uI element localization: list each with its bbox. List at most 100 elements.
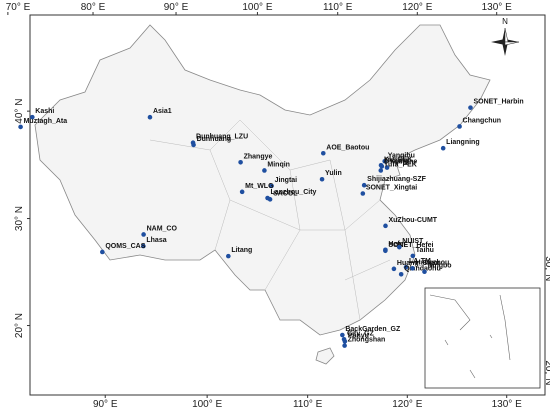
lon-tick-label: 90° E (164, 2, 189, 13)
station-label: NAM_CO (147, 225, 178, 232)
station-label: Yulin (325, 170, 342, 177)
station (391, 266, 397, 272)
station (262, 168, 267, 173)
inset-frame (424, 287, 541, 389)
station-label: Lanzhou_City (271, 189, 317, 196)
station-label: Huang_Shan (397, 260, 440, 267)
station-label: Hefei (388, 241, 405, 248)
station-label: Zhongshan (348, 337, 386, 344)
station-label: Kashi (35, 108, 54, 115)
station-label: Litang (231, 247, 252, 254)
lon-tick-label: 110° E (323, 2, 353, 13)
compass-label: N (502, 17, 508, 26)
station-label: Changchun (463, 117, 502, 124)
station (340, 332, 345, 338)
station (269, 183, 274, 189)
station-label: Xianghe (390, 159, 417, 166)
lon-tick-label: 70° E (6, 2, 31, 13)
station (384, 165, 390, 170)
lat-tick-label: 20° N (543, 360, 550, 385)
station (147, 114, 153, 120)
station-label: Mt_WLG (245, 183, 274, 190)
station-label: Panyu (348, 332, 369, 339)
station (319, 176, 325, 182)
station (457, 124, 462, 129)
station-label: City_GZ (347, 330, 375, 337)
inset-islands (429, 294, 511, 379)
station (468, 105, 473, 110)
station (100, 249, 105, 255)
station-label: NUIST (402, 238, 424, 245)
station-label: LA-TM (409, 258, 431, 265)
lon-tick-label: 130° E (482, 2, 512, 13)
station-label: AOE_Baotou (326, 144, 369, 151)
compass (491, 27, 520, 56)
lon-tick-label: 120° E (402, 2, 432, 13)
station (361, 182, 367, 188)
lat-tick-label: 30° N (543, 256, 550, 281)
station (422, 269, 427, 275)
station (403, 264, 409, 270)
lon-tick-label: 80° E (81, 2, 106, 13)
lon-tick-label: 110° E (293, 399, 323, 410)
lon-tick-label: 100° E (242, 2, 272, 13)
station-label: Ningbo (427, 263, 451, 270)
station-label: Dunhuang (197, 136, 232, 143)
station (141, 232, 146, 237)
station (398, 271, 404, 277)
station-label: Dunhuang_LZU (196, 134, 248, 141)
station-label: Minqin (267, 161, 290, 168)
station (379, 164, 385, 169)
station (410, 253, 416, 259)
lat-tick-label: 20° N (14, 313, 25, 338)
station-label: SONET_Xingtai (366, 184, 417, 191)
station-label: Jingtai (275, 177, 298, 184)
station (239, 189, 245, 195)
station (30, 114, 35, 120)
station (382, 158, 387, 164)
station-label: SACOL (273, 190, 298, 197)
island (315, 347, 335, 365)
station-label: Shijiazhuang-SZF (367, 176, 426, 183)
station-label: Qiandaohu (404, 265, 441, 272)
station-label: Liangning (446, 139, 479, 146)
lat-tick-label: 40° N (14, 99, 25, 124)
station (440, 145, 446, 151)
station-label: Asia1 (153, 108, 172, 115)
station (141, 243, 146, 249)
station-label: Muztagh_Ata (24, 118, 68, 125)
station (320, 150, 326, 156)
station (410, 266, 415, 271)
station (378, 168, 384, 173)
station-label: Yanqihu (388, 152, 415, 159)
station-label: SONET_Hefei (388, 242, 433, 249)
station (360, 191, 366, 196)
lon-tick-label: 130° E (492, 399, 522, 410)
station-label: BackGarden_GZ (345, 326, 401, 333)
station-label: Beijing (385, 157, 408, 164)
lat-tick-label: 30° N (14, 206, 25, 231)
station-label: KU_PEK (384, 156, 412, 163)
station-label: Zhangye (244, 153, 273, 160)
station (342, 343, 347, 348)
lon-tick-label: 100° E (192, 399, 222, 410)
station-label: QOMS_CAS (105, 243, 145, 250)
station (265, 195, 270, 201)
station-label: Yufa_PEK (384, 161, 417, 168)
province-lines (149, 119, 391, 321)
station (191, 142, 196, 148)
station (383, 248, 388, 254)
station (342, 339, 348, 344)
station-label: SONET_Harbin (473, 99, 523, 106)
station (18, 124, 23, 130)
lon-tick-label: 90° E (93, 399, 118, 410)
station-label: Taihu (416, 247, 434, 254)
lon-tick-label: 120° E (392, 399, 422, 410)
station-label: Hangzhou (415, 259, 449, 266)
station (396, 244, 402, 250)
station (383, 223, 388, 229)
station-label: XuZhou-CUMT (388, 217, 437, 224)
station-label: Lhasa (146, 237, 166, 244)
station (226, 253, 231, 259)
